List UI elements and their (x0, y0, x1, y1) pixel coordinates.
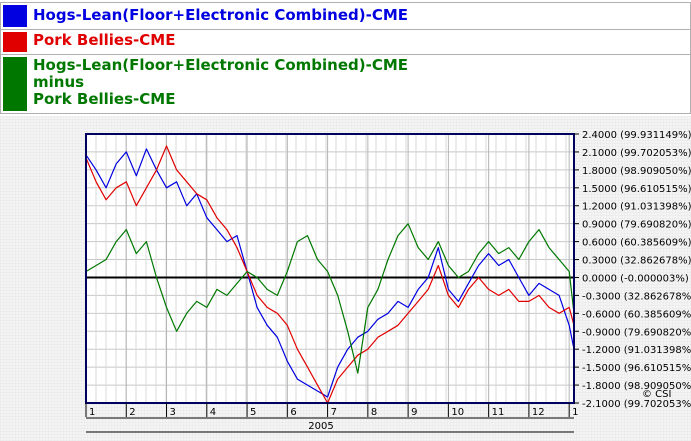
legend-label-spread: Hogs-Lean(Floor+Electronic Combined)-CME… (33, 57, 408, 108)
legend-row-bellies: Pork Bellies-CME (0, 29, 691, 55)
x-tick-label: 8 (371, 407, 377, 418)
legend-label-line: Pork Bellies-CME (33, 90, 176, 108)
x-tick-label: 4 (210, 407, 216, 418)
legend-row-hogs: Hogs-Lean(Floor+Electronic Combined)-CME (0, 2, 691, 30)
x-tick-label: 5 (250, 407, 256, 418)
y-tick-label: 1.5000 (96.610515%) (582, 184, 691, 195)
y-tick-labels: 2.4000 (99.931149%) 2.1000 (99.702053%) 1.… (574, 130, 691, 410)
series-line-0 (85, 148, 575, 398)
y-tick-label: -1.5000 (96.610515%) (582, 363, 691, 374)
x-tick-label: 1 (89, 407, 95, 418)
legend-label-line: Hogs-Lean(Floor+Electronic Combined)-CME (33, 56, 409, 74)
y-tick-label: 0.3000 (32.862678%) (582, 256, 691, 267)
x-tick-label: 9 (411, 407, 417, 418)
y-tick-label: 0.6000 (60.385609%) (582, 238, 691, 249)
x-tick-label: 7 (331, 407, 337, 418)
legend-label-hogs: Hogs-Lean(Floor+Electronic Combined)-CME (33, 7, 408, 24)
y-tick-label: -0.3000 (32.862678%) (582, 291, 691, 302)
legend-label-line: minus (33, 73, 85, 91)
legend-label-line: Hogs-Lean(Floor+Electronic Combined)-CME (33, 6, 409, 24)
y-tick-label: -0.9000 (79.690820%) (582, 327, 691, 338)
series-line-1 (85, 145, 575, 404)
legend-swatch-bellies (3, 32, 27, 52)
y-tick-label: 2.4000 (99.931149%) (582, 130, 691, 141)
x-tick-label: 6 (290, 407, 296, 418)
y-tick-label: 1.8000 (98.909050%) (582, 166, 691, 177)
series-layer (85, 145, 575, 404)
legend-label-line: Pork Bellies-CME (33, 31, 176, 49)
x-tick-label: 11 (492, 407, 505, 418)
y-tick-label: -0.6000 (60.385609%) (582, 309, 691, 320)
y-tick-label: -1.2000 (91.031398%) (582, 345, 691, 356)
y-tick-label: 0.0000 (-0.000003%) (582, 273, 689, 284)
y-tick-label: -1.8000 (98.909050%) (582, 381, 691, 392)
x-tick-label: 2 (129, 407, 135, 418)
x-tick-labels: 1 2 3 4 5 6 7 8 9 10 11 12 1 (85, 403, 579, 418)
legend-swatch-hogs (3, 5, 27, 27)
copyright-label: © CSI (642, 389, 671, 400)
x-tick-label: 3 (170, 407, 176, 418)
x-tick-label: 12 (532, 407, 545, 418)
plot-background (86, 134, 574, 403)
legend-label-bellies: Pork Bellies-CME (33, 32, 175, 49)
grid-layer (85, 133, 574, 404)
y-tick-label: 0.9000 (79.690820%) (582, 220, 691, 231)
y-tick-label: 1.2000 (91.031398%) (582, 202, 691, 213)
series-line-2 (85, 223, 575, 374)
legend-row-spread: Hogs-Lean(Floor+Electronic Combined)-CME… (0, 54, 691, 114)
year-label: 2005 (308, 421, 333, 432)
plot-frame (85, 133, 575, 404)
y-tick-label: -2.1000 (99.702053%) (582, 399, 691, 410)
x-tick-label: 10 (451, 407, 464, 418)
x-tick-label: 1 (572, 407, 578, 418)
legend-swatch-spread (3, 57, 27, 111)
y-tick-label: 2.1000 (99.702053%) (582, 148, 691, 159)
